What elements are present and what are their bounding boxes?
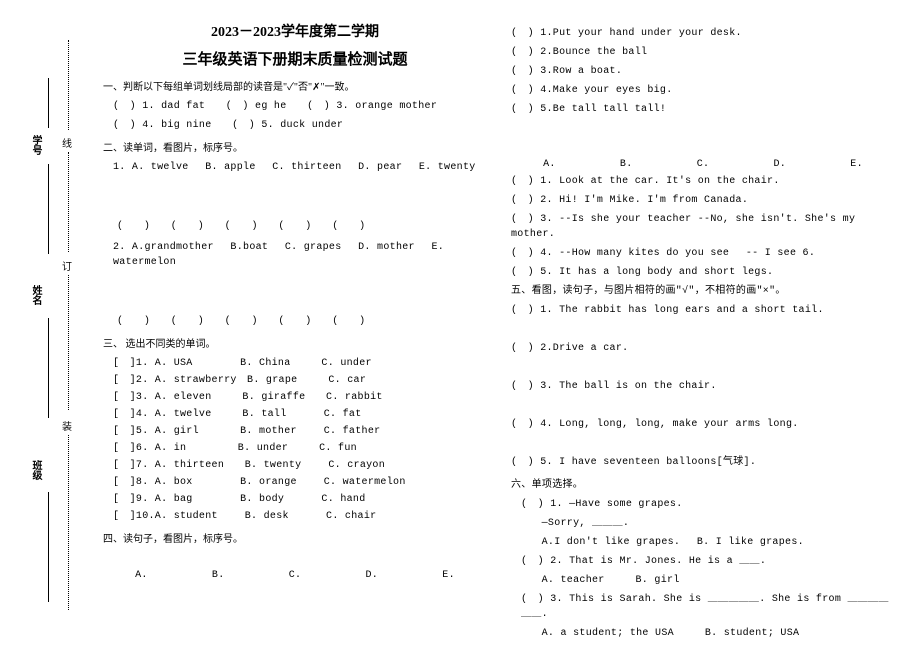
rule-2 [48,164,49,254]
section4-title: 四、读句子，看图片，标序号。 [103,532,487,547]
s3-table: [ ]1. A. USA B. China C. under [ ]2. A. … [113,356,487,524]
s4-h2-c: C. [665,159,742,170]
cut-label-3: 装 [62,418,72,433]
s4-h-c: C. [257,570,334,581]
s6-q2b: A. teacher B. girl [521,573,895,588]
s3-r5: [ ]5. A. girl B. mother C. father [113,424,487,439]
dot-3 [68,275,69,410]
s1-row2: ( ) 4. big nine ( ) 5. duck under [113,118,487,133]
s3-r9: [ ]9. A. bag B. body C. hand [113,492,487,507]
s3-r7: [ ]7. A. thirteen B. twenty C. crayon [113,458,487,473]
s6-q2a: ( ) 2. That is Mr. Jones. He is a ＿＿. [521,554,895,569]
section1-title: 一、判断以下每组单词划线局部的读音是"✓"否"✗"一致。 [103,80,487,95]
s4-h2-d: D. [741,159,818,170]
label-class: 班级 [28,460,43,480]
title-line-2: 三年级英语下册期末质量检测试题 [103,49,487,72]
s5-r5: ( ) 5. I have seventeen balloons[气球]. [511,455,895,470]
s4b-r3: ( ) 3. --Is she your teacher --No, she i… [511,212,895,242]
s5-r3: ( ) 3. The ball is on the chair. [511,379,895,394]
s3-r10: [ ]10.A. student B. desk C. chair [113,509,487,524]
s4b-r2: ( ) 2. Hi! I'm Mike. I'm from Canada. [511,193,895,208]
s3-r2: [ ]2. A. strawberry B. grape C. car [113,373,487,388]
section3-title: 三、 选出不同类的单词。 [103,337,487,352]
s2-slots-a: ( ) ( ) ( ) ( ) ( ) [117,219,473,234]
s6-q1a: ( ) 1. —Have some grapes. [521,497,895,512]
right-column: ( ) 1.Put your hand under your desk. ( )… [503,22,903,626]
title-line-1: 2023－2023学年度第二学期 [103,22,487,43]
dot-2 [68,152,69,252]
s4-h2-b: B. [588,159,665,170]
s2-g1: 1. A. twelve B. apple C. thirteen D. pea… [113,160,487,175]
cut-label-1: 线 [62,135,72,150]
s4-h-e: E. [410,570,487,581]
s4-h2-e: E. [818,159,895,170]
s4b-r1: ( ) 1. Look at the car. It's on the chai… [511,174,895,189]
s4-h-d: D. [333,570,410,581]
s4-heads: A. B. C. D. E. [103,570,487,581]
s3-r4: [ ]4. A. twelve B. tall C. fat [113,407,487,422]
s6-q3b: A. a student; the USA B. student; USA [521,626,895,641]
rule-1 [48,78,49,128]
s5-r2: ( ) 2.Drive a car. [511,341,895,356]
s3-r3: [ ]3. A. eleven B. giraffe C. rabbit [113,390,487,405]
s4-r3: ( ) 3.Row a boat. [511,64,895,79]
s4b-r4: ( ) 4. --How many kites do you see -- I … [511,246,895,261]
s1-row1: ( ) 1. dad fat ( ) eg he ( ) 3. orange m… [113,99,487,114]
s3-r8: [ ]8. A. box B. orange C. watermelon [113,475,487,490]
section6-title: 六、单项选择。 [511,478,895,493]
label-name: 姓名 [28,285,43,305]
s3-r1: [ ]1. A. USA B. China C. under [113,356,487,371]
s4-heads2: A. B. C. D. E. [511,159,895,170]
s4-h-a: A. [103,570,180,581]
rule-3 [48,318,49,418]
s2-g2: 2. A.grandmother B.boat C. grapes D. mot… [113,240,487,270]
s3-r6: [ ]6. A. in B. under C. fun [113,441,487,456]
s4-h2-a: A. [511,159,588,170]
section5-title: 五、看图，读句子，与图片相符的画"√"，不相符的画"×"。 [511,284,895,299]
rule-4 [48,492,49,602]
s6-q1c: A.I don't like grapes. B. I like grapes. [521,535,895,550]
s5-r4: ( ) 4. Long, long, long, make your arms … [511,417,895,432]
binding-margin: 学号 姓名 班级 线 订 装 [0,0,85,648]
dot-1 [68,40,69,130]
s4-r2: ( ) 2.Bounce the ball [511,45,895,60]
s4b-r5: ( ) 5. It has a long body and short legs… [511,265,895,280]
s4-r1: ( ) 1.Put your hand under your desk. [511,26,895,41]
cut-label-2: 订 [62,258,72,273]
left-column: 2023－2023学年度第二学期 三年级英语下册期末质量检测试题 一、判断以下每… [95,22,495,626]
s4-r5: ( ) 5.Be tall tall tall! [511,102,895,117]
s4-h-b: B. [180,570,257,581]
s5-r1: ( ) 1. The rabbit has long ears and a sh… [511,303,895,318]
s6-q3a: ( ) 3. This is Sarah. She is ＿＿＿＿＿. She … [521,592,895,622]
s4-r4: ( ) 4.Make your eyes big. [511,83,895,98]
dot-4 [68,435,69,610]
s6-q1b: —Sorry, ＿＿＿. [521,516,895,531]
page-content: 2023－2023学年度第二学期 三年级英语下册期末质量检测试题 一、判断以下每… [95,22,905,626]
s2-slots-b: ( ) ( ) ( ) ( ) ( ) [117,314,473,329]
label-id: 学号 [28,135,43,155]
section2-title: 二、读单词，看图片，标序号。 [103,141,487,156]
